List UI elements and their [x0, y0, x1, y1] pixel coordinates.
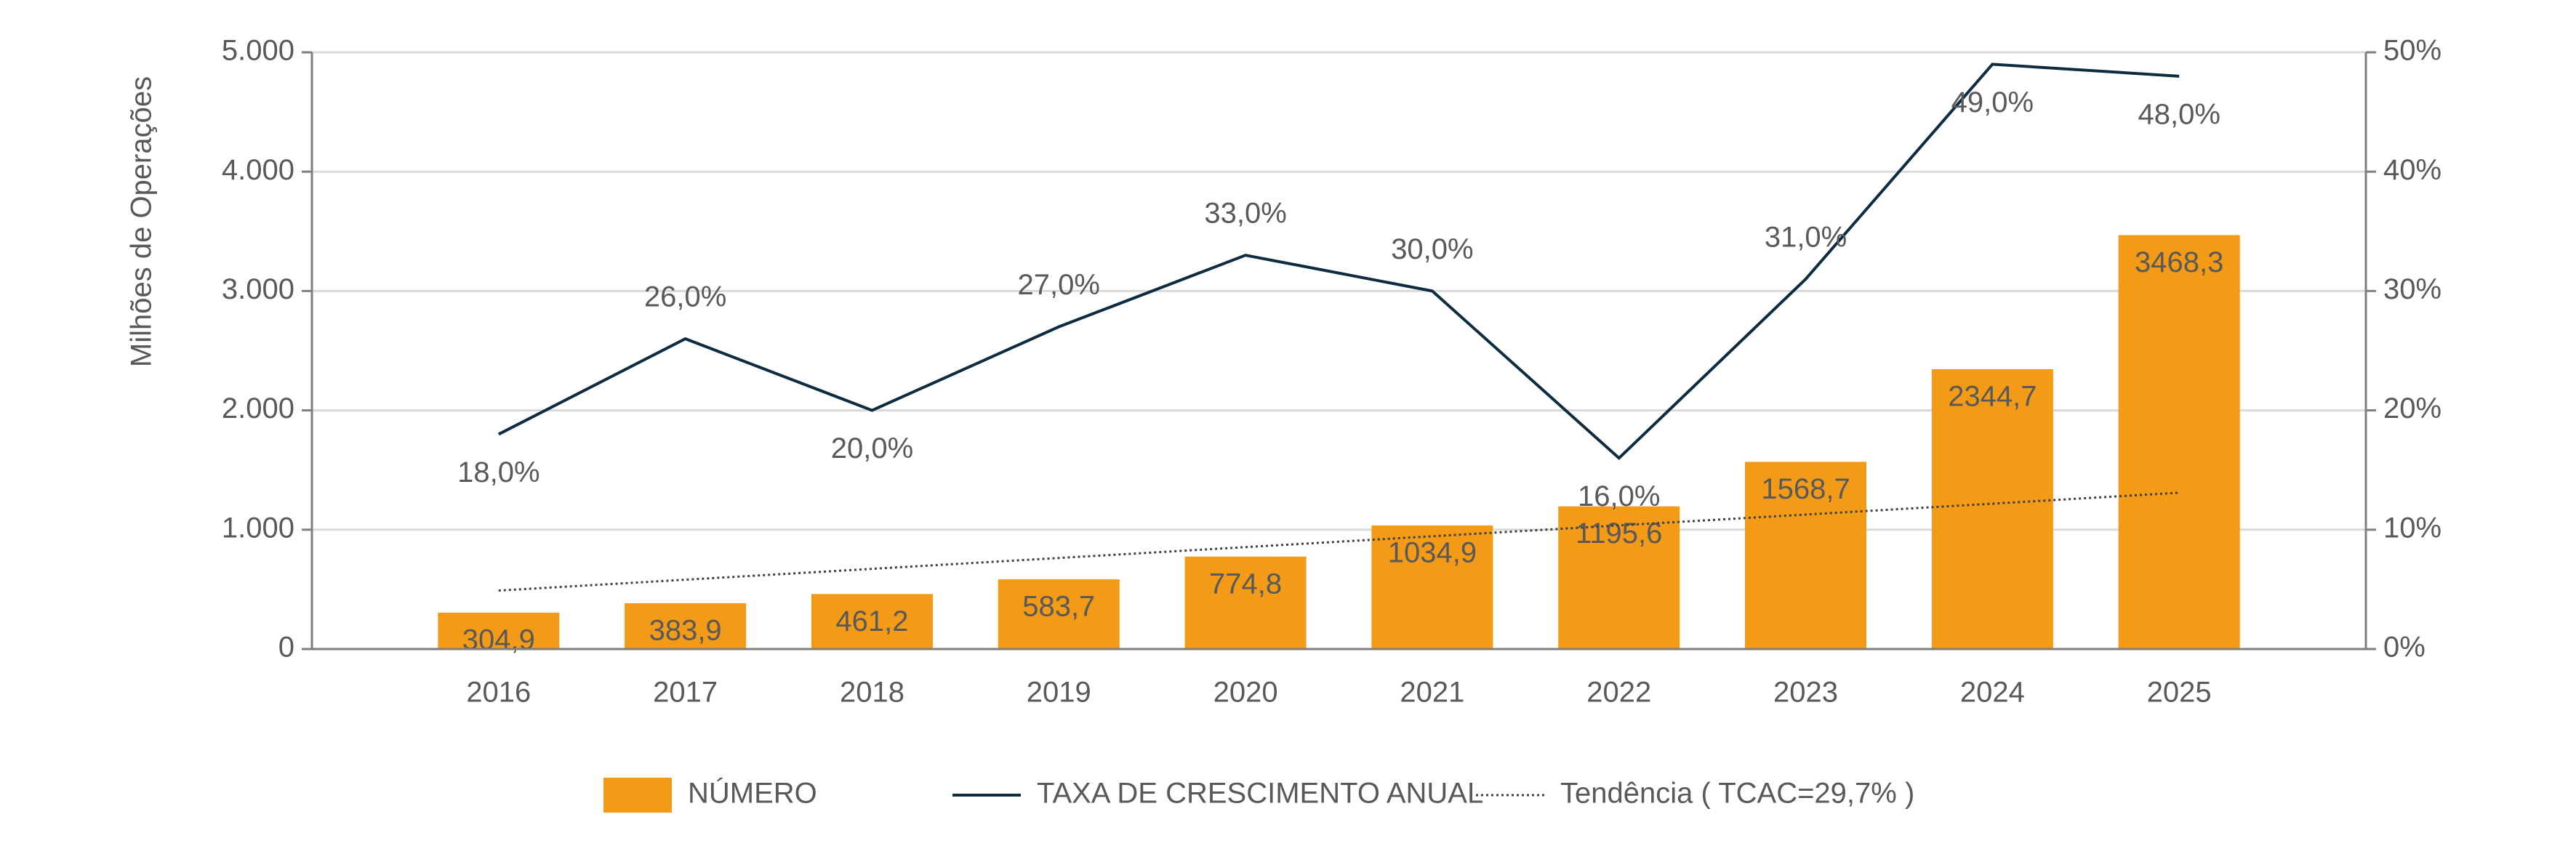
- x-tick-label: 2021: [1400, 677, 1464, 709]
- line-value-label: 49,0%: [1951, 86, 2034, 118]
- bar-value-label: 583,7: [1022, 591, 1095, 623]
- y-tick-label: 1.000: [222, 512, 294, 544]
- y-tick-label: 4.000: [222, 154, 294, 186]
- x-tick-label: 2022: [1586, 677, 1651, 709]
- bar-value-label: 3468,3: [2135, 246, 2223, 278]
- x-tick-label: 2017: [653, 677, 718, 709]
- legend-label: TAXA DE CRESCIMENTO ANUAL: [1037, 778, 1483, 810]
- x-tick-label: 2019: [1027, 677, 1091, 709]
- bar: [1931, 369, 2053, 649]
- y-tick-label: 2.000: [222, 392, 294, 424]
- trend-line: [498, 491, 2180, 592]
- line-value-label: 33,0%: [1204, 198, 1286, 230]
- bar: [1184, 556, 1307, 649]
- line-value-label: 20,0%: [831, 432, 913, 464]
- y-axis-title: Milhões de Operações: [126, 76, 158, 367]
- bar: [1371, 525, 1493, 649]
- y2-tick-label: 0%: [2383, 632, 2425, 664]
- y-tick-label: 3.000: [222, 273, 294, 305]
- line-value-label: 16,0%: [1578, 480, 1660, 512]
- bar-value-label: 774,8: [1209, 568, 1282, 600]
- bar-value-label: 2344,7: [1948, 381, 2037, 413]
- x-tick-label: 2020: [1213, 677, 1278, 709]
- y-tick-label: 5.000: [222, 35, 294, 67]
- bar: [1558, 506, 1680, 649]
- legend-swatch: [603, 778, 672, 813]
- bar-value-label: 1034,9: [1388, 537, 1477, 569]
- y-tick-label: 0: [278, 632, 294, 664]
- legend-label: NÚMERO: [688, 777, 817, 810]
- bar: [438, 612, 560, 649]
- bar: [811, 594, 933, 649]
- y2-tick-label: 40%: [2383, 154, 2441, 186]
- bar-value-label: 383,9: [649, 615, 722, 647]
- x-tick-label: 2024: [1960, 677, 2025, 709]
- bar: [998, 579, 1120, 649]
- bar-value-label: 461,2: [835, 605, 908, 637]
- y2-tick-label: 50%: [2383, 35, 2441, 67]
- y2-tick-label: 10%: [2383, 512, 2441, 544]
- line-value-label: 48,0%: [2138, 98, 2220, 130]
- bar-value-label: 1195,6: [1576, 517, 1662, 549]
- bar: [2118, 235, 2240, 649]
- x-tick-label: 2025: [2147, 677, 2212, 709]
- legend-label: Tendência ( TCAC=29,7% ): [1560, 778, 1914, 810]
- y2-tick-label: 20%: [2383, 392, 2441, 424]
- x-tick-label: 2016: [466, 677, 531, 709]
- bar-value-label: 1568,7: [1761, 473, 1850, 505]
- bar: [625, 603, 747, 649]
- x-tick-label: 2018: [840, 677, 904, 709]
- bar: [1745, 462, 1867, 649]
- line-value-label: 18,0%: [457, 456, 539, 488]
- x-tick-label: 2023: [1773, 677, 1838, 709]
- growth-line: [497, 63, 2180, 461]
- bar-value-label: 304,9: [462, 624, 535, 656]
- line-value-label: 26,0%: [644, 281, 726, 313]
- line-value-label: 31,0%: [1765, 222, 1847, 254]
- line-value-label: 27,0%: [1018, 269, 1100, 301]
- y2-tick-label: 30%: [2383, 273, 2441, 305]
- line-value-label: 30,0%: [1391, 233, 1473, 265]
